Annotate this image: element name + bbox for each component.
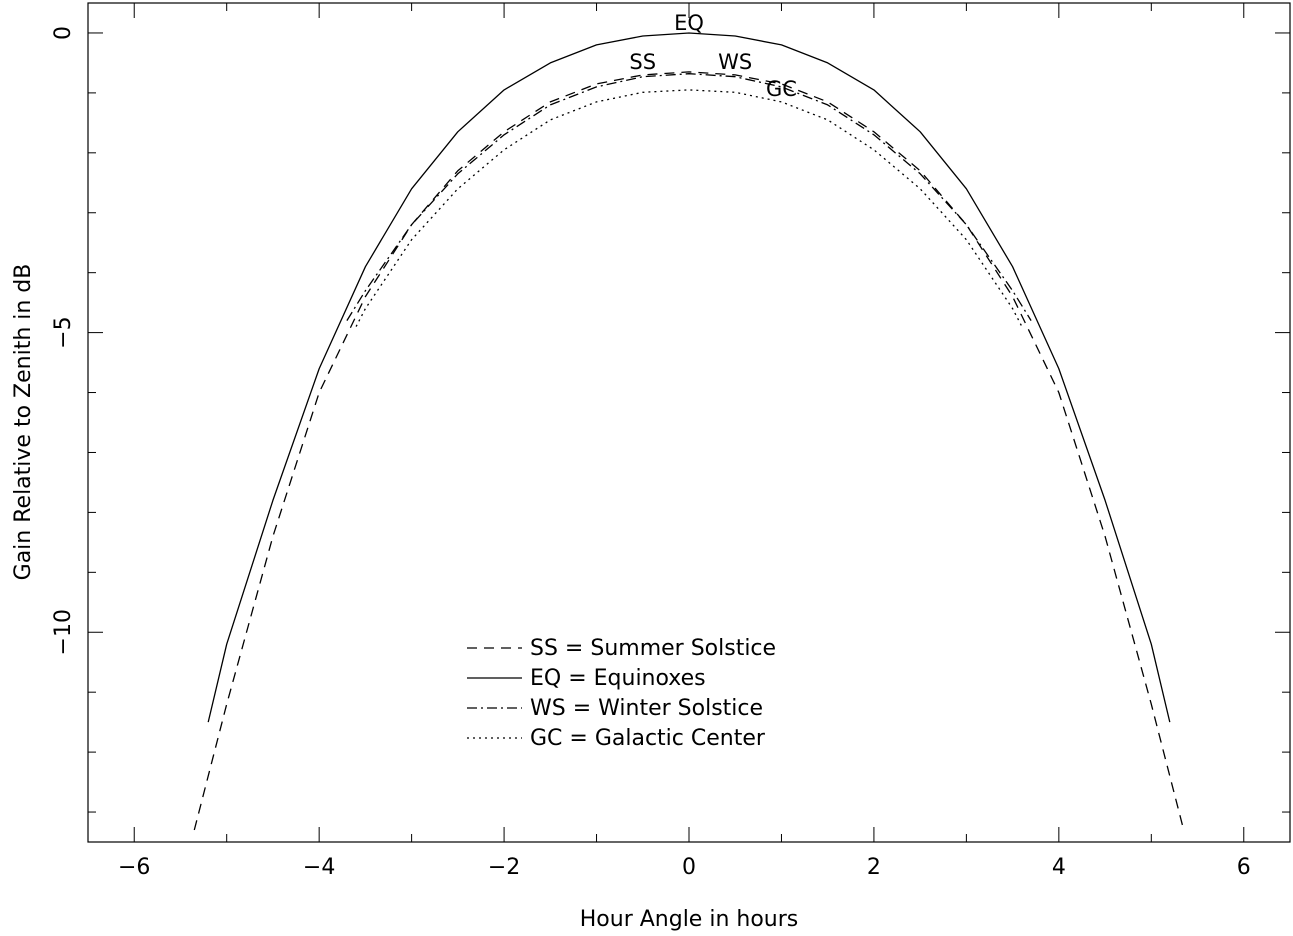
curve-label-ss: SS — [629, 50, 656, 74]
data-series — [193, 32, 1185, 831]
axis-tick-labels: −6 −4 −2 0 2 4 6 0 −5 −10 — [51, 26, 1251, 880]
legend-label-eq: EQ = Equinoxes — [530, 666, 706, 691]
curve-label-ws: WS — [718, 50, 752, 74]
y-tick-label: −5 — [51, 316, 76, 348]
legend-label-ss: SS = Summer Solstice — [530, 636, 776, 661]
axis-ticks — [88, 3, 1290, 842]
y-tick-label: 0 — [51, 26, 76, 40]
curve-label-eq: EQ — [674, 11, 704, 35]
x-tick-label: 0 — [682, 855, 696, 880]
series-line-ss — [193, 71, 1185, 831]
x-tick-label: 2 — [867, 855, 881, 880]
y-axis-title: Gain Relative to Zenith in dB — [11, 264, 36, 581]
curve-annotations: EQ SS WS GC — [629, 11, 796, 101]
series-line-gc — [355, 89, 1023, 327]
x-tick-label: 4 — [1052, 855, 1066, 880]
y-tick-label: −10 — [51, 609, 76, 655]
x-axis-title: Hour Angle in hours — [580, 907, 799, 932]
x-tick-label: −2 — [488, 855, 520, 880]
curve-label-gc: GC — [766, 77, 797, 101]
x-tick-label: −6 — [118, 855, 150, 880]
x-tick-label: −4 — [303, 855, 335, 880]
x-tick-label: 6 — [1237, 855, 1251, 880]
legend-label-ws: WS = Winter Solstice — [530, 696, 763, 721]
legend: SS = Summer Solstice EQ = Equinoxes WS = W… — [467, 636, 776, 751]
legend-label-gc: GC = Galactic Center — [530, 726, 766, 751]
series-line-eq — [207, 32, 1171, 723]
series-line-ws — [346, 73, 1032, 321]
